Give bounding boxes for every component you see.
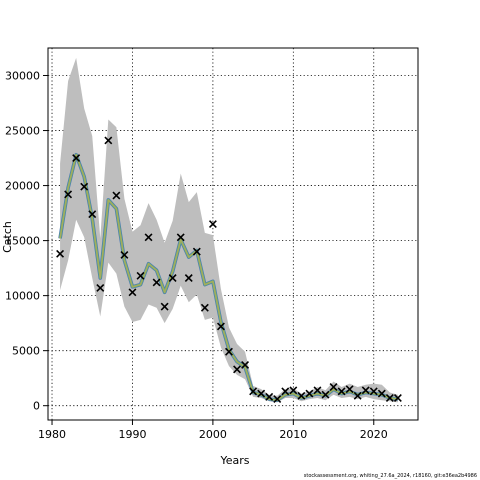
observed-point [96,283,105,292]
observed-point [88,210,97,219]
x-tick-label: 2000 [199,428,227,441]
y-tick-label: 20000 [5,180,40,193]
observed-point [233,365,241,374]
observed-point [369,387,378,396]
observed-point [160,302,169,311]
observed-point [377,389,386,398]
observed-point [321,390,330,399]
observed-point [80,182,89,191]
observed-point [273,395,282,404]
observed-point [265,392,274,401]
observed-point [281,387,290,396]
observed-point [168,274,177,282]
observed-point [208,220,217,229]
fit-line [59,153,398,401]
y-tick-label: 25000 [5,125,40,138]
observed-point [289,386,298,395]
observed-point [200,303,209,312]
observed-point [216,322,225,331]
x-axis-label: Years [219,454,249,467]
y-tick-label: 15000 [5,235,40,248]
observed-point [257,389,266,398]
observed-point [297,391,306,400]
y-tick-label: 30000 [5,70,40,83]
observed-point [72,154,81,163]
footer-credit: stockassessment.org, whiting_27.6a_2024,… [304,473,477,479]
observed-point [128,288,137,297]
x-tick-label: 1990 [118,428,146,441]
observed-point [184,274,193,282]
observed-point [305,389,314,398]
observed-point [112,191,121,200]
observed-point [361,386,370,395]
observed-point [393,394,402,402]
observed-point [104,136,113,145]
observed-point [241,361,250,369]
observed-point [176,233,185,242]
observed-points-layer [56,136,402,404]
observed-point [353,391,362,400]
y-axis-label: Catch [1,221,14,253]
confidence-band [60,57,398,403]
observed-point [249,387,258,396]
observed-point [329,383,338,391]
axis-layer: 1980 1990 2000 2010 2020 0 5000 10000 15000 20000… [5,70,388,441]
fitted-line-layer [58,152,399,402]
observed-point [56,249,65,258]
y-tick-label: 5000 [12,345,40,358]
plot-frame [47,47,419,421]
observed-point [152,278,161,287]
observed-point [192,247,201,256]
observed-point [225,347,233,356]
confidence-band-layer [60,57,398,403]
x-tick-label: 1980 [38,428,66,441]
y-tick-label: 10000 [5,290,40,303]
observed-point [144,233,153,242]
x-tick-label: 2020 [360,428,388,441]
observed-point [313,386,322,395]
observed-point [337,387,346,396]
observed-point [136,271,145,280]
y-tick-label: 0 [33,400,40,413]
observed-point [345,385,354,394]
x-tick-label: 2010 [279,428,307,441]
observed-point [64,190,73,199]
observed-point [120,250,129,259]
observed-point [385,394,394,402]
